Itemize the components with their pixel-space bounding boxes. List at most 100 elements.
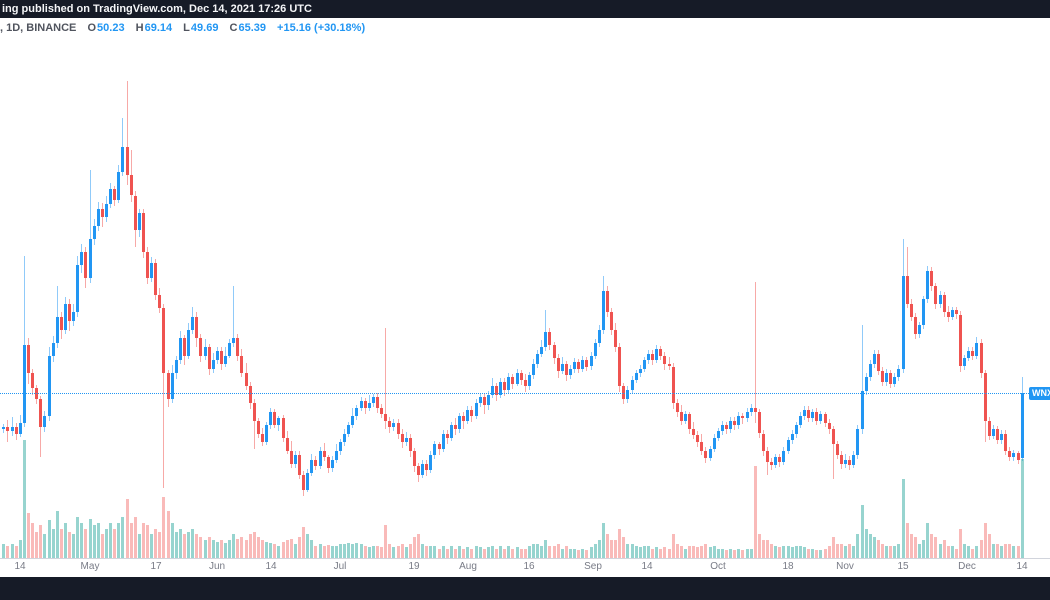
candle-body xyxy=(22,344,26,423)
candle-body xyxy=(326,457,330,469)
candle-body xyxy=(712,437,716,449)
volume-bar xyxy=(445,548,449,558)
volume-bar xyxy=(318,543,322,558)
candle-body xyxy=(605,290,609,313)
volume-bar xyxy=(351,543,355,558)
volume-bar xyxy=(380,547,384,558)
volume-bar xyxy=(634,546,638,558)
candle-body xyxy=(835,444,839,456)
candle-body xyxy=(334,450,338,460)
volume-bar xyxy=(622,536,626,558)
candle-body xyxy=(232,338,236,343)
volume-bar xyxy=(170,522,174,558)
volume-bar xyxy=(269,542,273,558)
volume-bar xyxy=(252,532,256,558)
volume-bar xyxy=(39,525,43,558)
candle-body xyxy=(441,433,445,449)
volume-bar xyxy=(92,525,96,558)
candle-body xyxy=(248,386,252,404)
volume-bar xyxy=(803,547,806,558)
volume-bar xyxy=(963,543,967,558)
volume-bar xyxy=(302,527,305,558)
volume-bar xyxy=(1008,543,1012,558)
candle-body xyxy=(675,403,679,412)
volume-bar xyxy=(63,522,67,558)
candle-body xyxy=(885,373,889,382)
volume-bar xyxy=(51,528,55,558)
candle-body xyxy=(384,414,388,421)
volume-bar xyxy=(852,546,856,558)
candle-body xyxy=(881,370,884,382)
volume-bar xyxy=(100,534,104,558)
volume-bar xyxy=(244,540,248,558)
volume-bar xyxy=(363,546,367,558)
volume-bar xyxy=(412,536,416,558)
candle-body xyxy=(917,325,921,335)
time-axis[interactable]: 14 May 17 Jun 14 Jul 19 Aug 16 Sep 14 Oct 18 Nov 15 Dec… xyxy=(0,561,1050,577)
volume-bar xyxy=(458,546,462,558)
volume-bar xyxy=(162,496,166,558)
volume-bar xyxy=(203,540,207,558)
candle-body xyxy=(761,433,765,451)
volume-bar xyxy=(433,546,437,558)
candle-body xyxy=(486,394,490,406)
candle-body xyxy=(392,422,396,428)
candle-body xyxy=(474,403,478,417)
volume-bar xyxy=(716,548,720,558)
volume-bar xyxy=(281,541,285,558)
last-price-line xyxy=(0,393,1029,394)
candle-body xyxy=(437,444,441,449)
candle-body xyxy=(753,407,757,412)
candle-body xyxy=(281,418,285,438)
volume-bar xyxy=(638,547,642,558)
candle-body xyxy=(823,414,827,423)
volume-bar xyxy=(626,543,630,558)
candle-body xyxy=(827,422,831,430)
volume-bar xyxy=(720,548,724,558)
candle-body xyxy=(244,373,248,386)
candle-body xyxy=(359,401,363,408)
volume-bar xyxy=(141,522,145,558)
change-value: +15.16 (+30.18%) xyxy=(277,22,366,34)
candle-body xyxy=(306,472,310,490)
candle-body xyxy=(191,316,195,330)
volume-bar xyxy=(293,543,297,558)
candle-body xyxy=(766,450,769,462)
volume-bar xyxy=(232,534,236,558)
candle-body xyxy=(700,442,704,451)
time-axis-tick: 17 xyxy=(150,561,162,572)
volume-bar xyxy=(26,513,30,558)
volume-bar xyxy=(876,540,880,558)
candle-body xyxy=(663,355,667,365)
volume-bar xyxy=(527,546,531,558)
volume-bar xyxy=(117,522,121,558)
volume-bar xyxy=(96,522,100,558)
volume-bar xyxy=(975,546,979,558)
volume-bar xyxy=(396,546,400,558)
symbol-ohlc-row[interactable]: , 1D, BINANCE O50.23 H69.14 L49.69 C65.3… xyxy=(0,22,365,38)
candle-body xyxy=(716,431,720,438)
candle-wick xyxy=(668,357,670,371)
volume-bar xyxy=(400,543,404,558)
candle-body xyxy=(88,238,92,278)
candle-body xyxy=(183,338,186,356)
candle-body xyxy=(626,390,630,399)
volume-bar xyxy=(59,528,63,558)
candle-body xyxy=(601,290,605,330)
candle-body xyxy=(351,416,355,425)
volume-bar xyxy=(827,546,831,558)
candle-body xyxy=(417,466,420,475)
time-axis-tick: Nov xyxy=(836,561,854,572)
volume-bar xyxy=(597,540,601,558)
candle-body xyxy=(125,147,129,176)
candle-body xyxy=(482,396,486,406)
volume-bar xyxy=(478,547,482,558)
volume-bar xyxy=(486,547,490,558)
volume-bar xyxy=(236,539,240,558)
candle-body xyxy=(478,396,482,404)
candle-body xyxy=(269,411,273,425)
time-axis-tick: 19 xyxy=(408,561,420,572)
candle-body xyxy=(848,459,852,466)
candle-body xyxy=(589,355,593,367)
